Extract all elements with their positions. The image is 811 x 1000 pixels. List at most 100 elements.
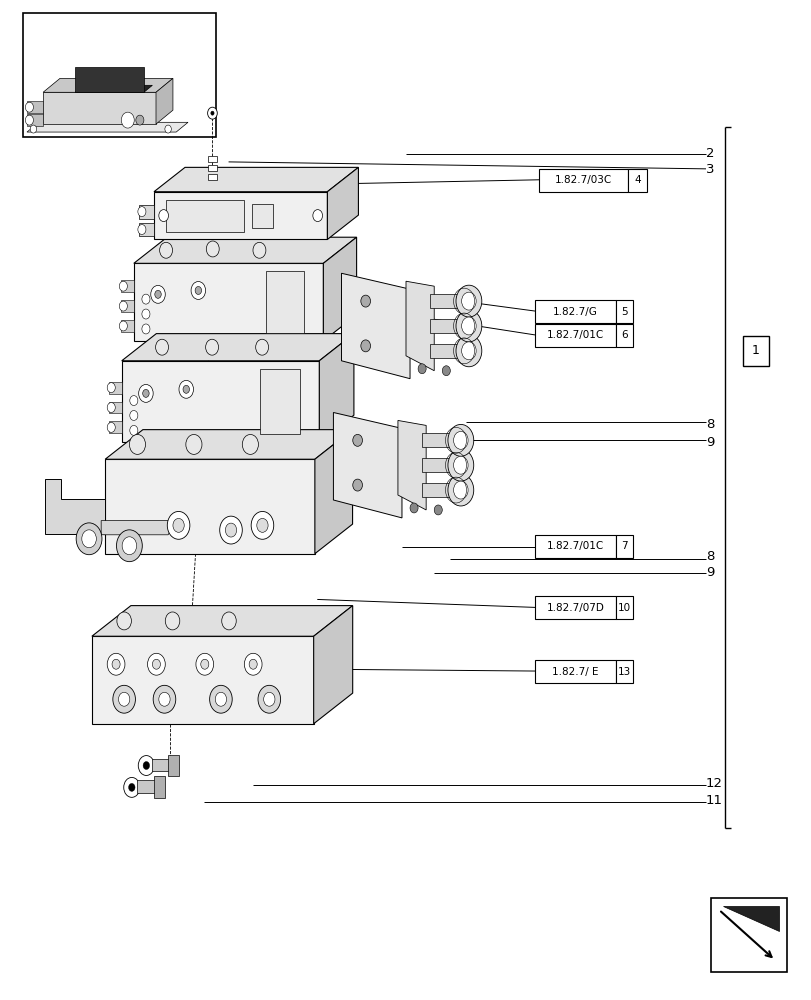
Circle shape [138, 756, 154, 775]
Polygon shape [406, 281, 434, 371]
Circle shape [159, 210, 169, 222]
Text: 1.82.7/07D: 1.82.7/07D [546, 603, 603, 613]
Polygon shape [92, 636, 313, 724]
Polygon shape [154, 167, 358, 192]
Circle shape [453, 431, 467, 449]
Polygon shape [92, 606, 352, 636]
Bar [23, 13, 217, 137]
Circle shape [82, 530, 97, 548]
Polygon shape [397, 420, 426, 510]
Polygon shape [101, 521, 176, 535]
Bar [534, 660, 615, 683]
Circle shape [200, 659, 208, 669]
Polygon shape [313, 606, 352, 724]
Circle shape [25, 102, 33, 112]
Circle shape [434, 505, 442, 515]
Circle shape [418, 364, 426, 374]
Circle shape [138, 207, 146, 217]
Polygon shape [134, 263, 323, 341]
Bar [627, 169, 646, 192]
Polygon shape [109, 402, 122, 413]
Bar [430, 294, 458, 308]
Circle shape [156, 339, 169, 355]
Circle shape [251, 511, 273, 539]
Bar [153, 776, 165, 798]
Circle shape [130, 396, 138, 406]
Polygon shape [323, 237, 356, 341]
Circle shape [153, 685, 175, 713]
Polygon shape [156, 78, 173, 124]
Circle shape [113, 685, 135, 713]
Circle shape [360, 295, 370, 307]
Circle shape [220, 516, 242, 544]
Circle shape [453, 481, 467, 499]
Circle shape [30, 125, 36, 133]
Polygon shape [722, 906, 779, 931]
Polygon shape [327, 167, 358, 239]
Text: 10: 10 [617, 603, 630, 613]
Text: 11: 11 [705, 794, 722, 807]
Circle shape [461, 342, 475, 360]
Text: 9: 9 [705, 566, 714, 579]
Circle shape [142, 309, 150, 319]
Polygon shape [315, 430, 352, 554]
Bar [137, 780, 155, 793]
Bar [208, 174, 217, 180]
Bar [539, 169, 627, 192]
Circle shape [461, 292, 475, 310]
Circle shape [205, 339, 218, 355]
Polygon shape [139, 223, 154, 236]
Polygon shape [109, 382, 122, 394]
Circle shape [160, 242, 172, 258]
Circle shape [143, 389, 149, 397]
Bar [166, 200, 244, 232]
Polygon shape [43, 92, 156, 124]
Circle shape [242, 434, 258, 454]
Circle shape [410, 503, 418, 513]
Circle shape [165, 125, 171, 133]
Circle shape [143, 762, 149, 769]
Bar [742, 336, 768, 366]
Text: 2: 2 [705, 147, 714, 160]
Polygon shape [27, 122, 188, 132]
Circle shape [211, 111, 214, 115]
Bar [252, 204, 272, 228]
Circle shape [119, 301, 127, 311]
Circle shape [448, 424, 473, 456]
Polygon shape [121, 280, 134, 292]
Bar [534, 324, 615, 347]
Circle shape [107, 383, 115, 393]
Circle shape [258, 685, 281, 713]
Circle shape [130, 425, 138, 435]
Polygon shape [139, 205, 154, 219]
Circle shape [360, 340, 370, 352]
Polygon shape [154, 192, 327, 239]
Bar [208, 156, 217, 162]
Circle shape [142, 324, 150, 334]
Polygon shape [122, 361, 319, 442]
Circle shape [442, 366, 450, 376]
Circle shape [461, 317, 475, 335]
Circle shape [195, 653, 213, 675]
Circle shape [456, 335, 481, 367]
Circle shape [159, 692, 170, 706]
Circle shape [178, 380, 193, 398]
Polygon shape [105, 430, 352, 459]
Circle shape [186, 434, 202, 454]
Circle shape [118, 692, 130, 706]
Text: 5: 5 [620, 307, 627, 317]
Circle shape [142, 294, 150, 304]
Polygon shape [75, 67, 144, 92]
Circle shape [352, 479, 362, 491]
Bar [422, 433, 450, 447]
Circle shape [119, 321, 127, 331]
Circle shape [107, 653, 125, 675]
Circle shape [121, 112, 134, 128]
Circle shape [448, 449, 473, 481]
Bar [208, 165, 217, 171]
Circle shape [119, 281, 127, 291]
Polygon shape [109, 421, 122, 433]
Circle shape [155, 290, 161, 298]
Circle shape [209, 685, 232, 713]
Polygon shape [75, 85, 152, 92]
